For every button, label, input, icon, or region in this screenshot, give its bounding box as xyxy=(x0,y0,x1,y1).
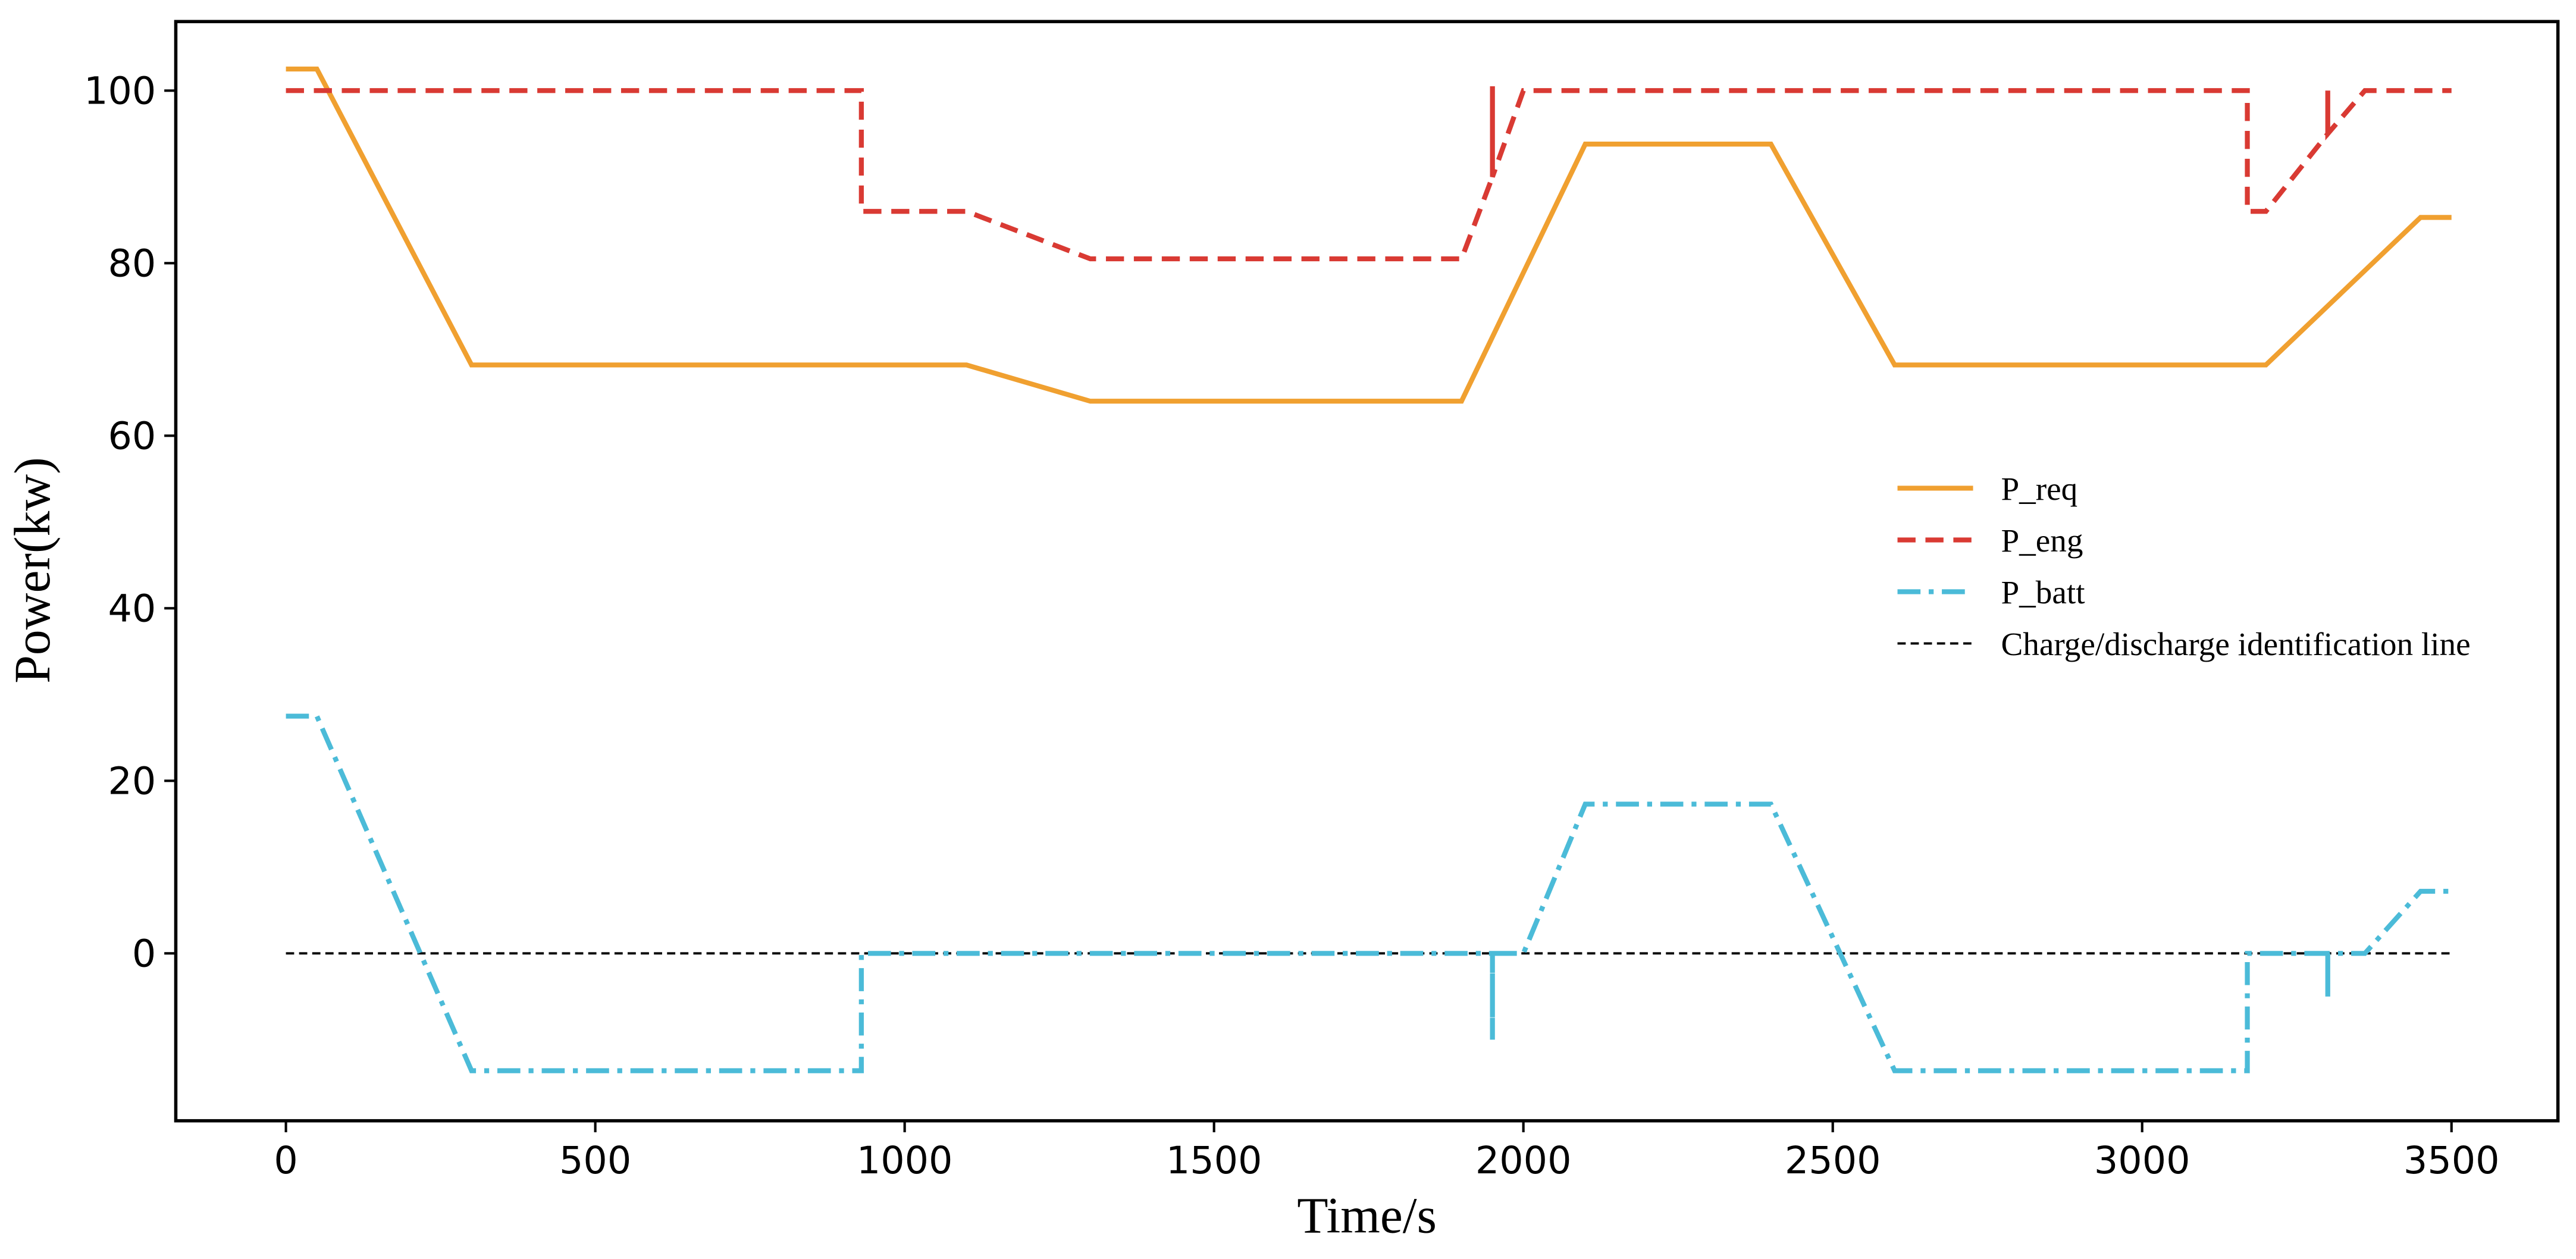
x-tick-label: 2000 xyxy=(1475,1138,1572,1182)
x-axis-label: Time/s xyxy=(1297,1187,1437,1244)
x-tick-label: 500 xyxy=(559,1138,631,1182)
y-axis-label: Power(kw) xyxy=(4,457,61,683)
legend-label: Charge/discharge identification line xyxy=(2001,626,2470,662)
legend-label: P_req xyxy=(2001,471,2077,507)
series-line xyxy=(286,713,2452,1073)
x-tick-label: 1000 xyxy=(857,1138,953,1182)
y-tick-label: 40 xyxy=(108,586,156,630)
y-tick-label: 60 xyxy=(108,414,156,458)
x-tick-label: 3500 xyxy=(2403,1138,2500,1182)
plot-frame xyxy=(174,20,2560,1123)
series-line xyxy=(286,66,2452,404)
y-tick-label: 100 xyxy=(84,68,156,112)
y-tick-label: 0 xyxy=(132,931,156,975)
x-tick-label: 0 xyxy=(274,1138,297,1182)
y-tick-label: 20 xyxy=(108,759,156,803)
x-tick-label: 1500 xyxy=(1166,1138,1262,1182)
y-tick-label: 80 xyxy=(108,241,156,285)
legend-label: P_eng xyxy=(2001,522,2083,559)
x-tick-label: 3000 xyxy=(2094,1138,2190,1182)
series-line xyxy=(286,86,2452,262)
legend-label: P_batt xyxy=(2001,574,2085,610)
x-tick-label: 2500 xyxy=(1785,1138,1881,1182)
